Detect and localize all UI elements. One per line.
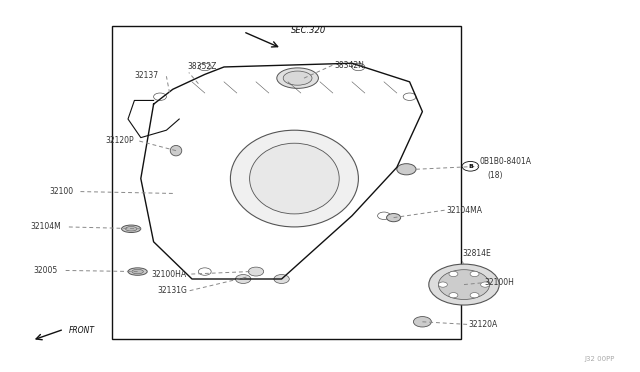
Circle shape (403, 93, 416, 100)
Circle shape (236, 275, 251, 283)
Circle shape (413, 317, 431, 327)
Text: 38342N: 38342N (334, 61, 364, 70)
Circle shape (352, 63, 365, 71)
Text: 32100HA: 32100HA (152, 270, 187, 279)
Text: 32005: 32005 (33, 266, 58, 275)
Text: J32 00PP: J32 00PP (584, 356, 614, 362)
Text: 32120P: 32120P (106, 136, 134, 145)
Ellipse shape (277, 68, 319, 89)
Circle shape (378, 212, 390, 219)
Ellipse shape (387, 214, 401, 222)
Text: FRONT: FRONT (69, 326, 95, 335)
Circle shape (154, 93, 166, 100)
Circle shape (449, 293, 458, 298)
Circle shape (470, 293, 479, 298)
Circle shape (198, 268, 211, 275)
Text: 32104MA: 32104MA (446, 206, 482, 215)
Ellipse shape (284, 71, 312, 85)
Text: (18): (18) (488, 171, 503, 180)
Text: 32100: 32100 (49, 187, 74, 196)
Circle shape (397, 164, 416, 175)
Text: 0B1B0-8401A: 0B1B0-8401A (480, 157, 532, 166)
Text: 38352Z: 38352Z (188, 62, 217, 71)
Circle shape (481, 282, 490, 287)
Circle shape (438, 282, 447, 287)
Text: 32104M: 32104M (30, 222, 61, 231)
Text: 32137: 32137 (134, 71, 159, 80)
Text: B: B (468, 164, 473, 169)
Circle shape (470, 271, 479, 276)
Ellipse shape (132, 269, 143, 274)
Ellipse shape (230, 130, 358, 227)
Circle shape (274, 275, 289, 283)
Text: 32131G: 32131G (157, 286, 187, 295)
Bar (112, 26, 461, 339)
Circle shape (248, 267, 264, 276)
Ellipse shape (128, 268, 147, 275)
Circle shape (449, 271, 458, 276)
Ellipse shape (122, 225, 141, 232)
Text: 32814E: 32814E (462, 249, 491, 258)
Text: SEC.320: SEC.320 (291, 26, 326, 35)
Text: 32120A: 32120A (468, 320, 498, 329)
Ellipse shape (250, 143, 339, 214)
Circle shape (429, 264, 499, 305)
Ellipse shape (125, 227, 137, 231)
Circle shape (438, 270, 490, 299)
Ellipse shape (170, 145, 182, 156)
Circle shape (198, 63, 211, 71)
Text: 32100H: 32100H (484, 278, 515, 287)
Circle shape (462, 161, 479, 171)
